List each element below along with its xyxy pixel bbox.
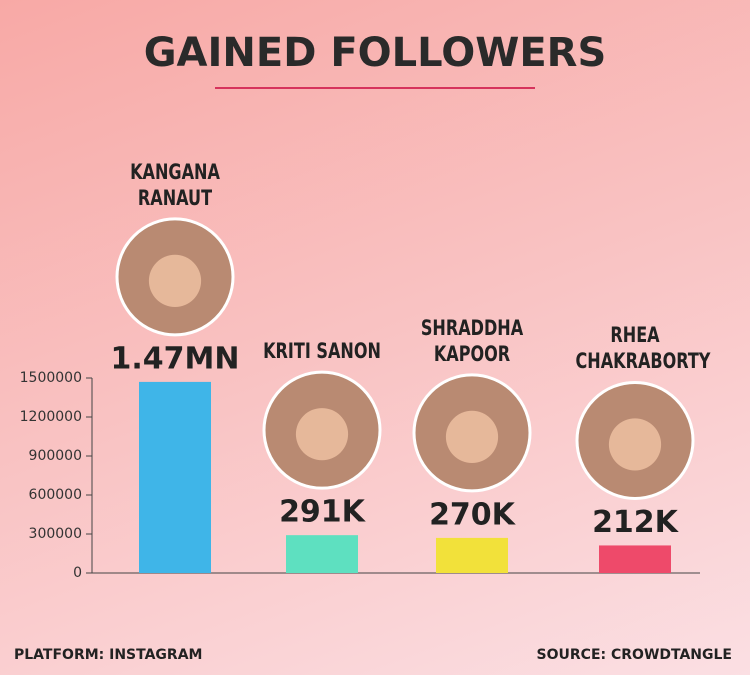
y-tick-label: 0 (73, 565, 82, 581)
source: SOURCE: CROWDTANGLE (536, 647, 732, 663)
person-name: KRITI SANON (263, 339, 381, 364)
photo-face (445, 410, 499, 463)
photo-face (608, 418, 662, 471)
person-name: SHRADDHA KAPOOR (420, 315, 524, 366)
y-tick-label: 1500000 (20, 370, 82, 386)
value-label: 270K (429, 497, 517, 532)
value-label: 1.47MN (111, 341, 240, 376)
bar (139, 381, 211, 573)
platform: PLATFORM: INSTAGRAM (14, 647, 203, 663)
person-name: RHEA CHAKRABORTY (575, 323, 711, 374)
bar (599, 545, 671, 573)
value-label: 291K (279, 495, 367, 530)
person-name: KANGANA RANAUT (130, 159, 220, 210)
photo-face (148, 254, 202, 307)
y-tick-label: 900000 (29, 448, 82, 464)
y-tick-label: 600000 (29, 487, 82, 503)
y-tick-label: 300000 (29, 526, 82, 542)
bar (286, 535, 358, 573)
photo-face (295, 408, 349, 461)
value-label: 212K (592, 505, 680, 540)
y-tick-label: 1200000 (20, 409, 82, 425)
chart-title: GAINED FOLLOWERS (144, 30, 607, 76)
bar (436, 537, 508, 573)
